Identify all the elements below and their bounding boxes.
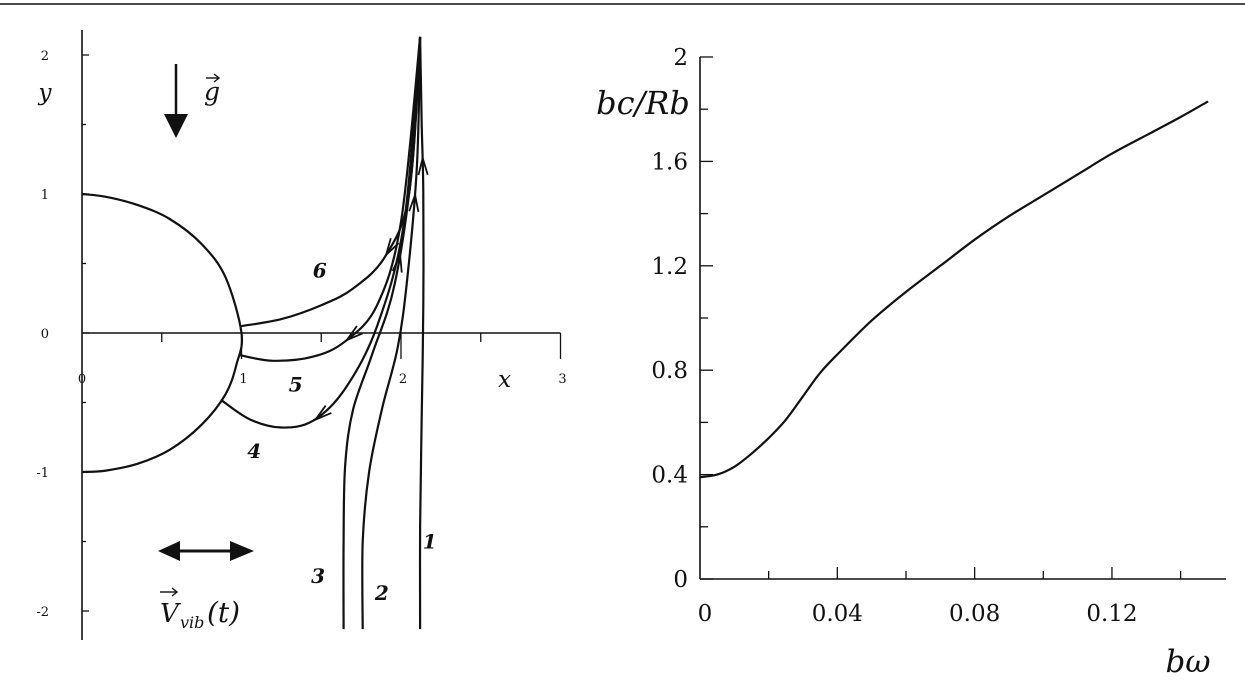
streamline-label: 5: [289, 372, 303, 396]
y-tick-label: -1: [36, 466, 49, 481]
gravity-arrow-head: [164, 114, 188, 138]
x-tick-label: 3: [558, 372, 566, 387]
y-tick-label: 0.8: [651, 358, 688, 384]
x-axis-name: x: [498, 367, 511, 393]
y-axis-name: y: [38, 80, 53, 106]
y-tick-label: 0: [673, 567, 688, 593]
streamline-2: [361, 36, 422, 630]
streamline-arrow: [344, 325, 364, 343]
streamline-arrow: [417, 154, 429, 176]
y-tick-label: 1.2: [651, 254, 688, 280]
vibration-arrow-left-head: [158, 541, 180, 561]
y-tick-label: 2: [41, 49, 49, 64]
x-axis-name: bω: [1165, 644, 1210, 680]
x-tick-label: 0: [78, 372, 86, 387]
x-tick-label: 0.12: [1086, 601, 1137, 627]
y-tick-label: 0: [41, 327, 49, 342]
y-axis-name: bc/Rb: [596, 84, 690, 122]
streamline-arrow: [312, 405, 332, 422]
vibration-arrow-right-head: [230, 541, 254, 561]
x-tick-label: 0.04: [812, 601, 863, 627]
left-panel-streamlines: -2 -1 0 1 2 0 1 2 3 y x 1 2 3 4 5 6 g V vib (t): [36, 30, 567, 640]
vibration-argument: (t): [207, 596, 240, 629]
streamline-label: 4: [247, 439, 261, 463]
sphere-boundary: [81, 192, 244, 474]
x-tick-label: 0: [698, 601, 713, 627]
y-tick-label: 2: [673, 45, 688, 71]
y-tick-label: -2: [36, 605, 49, 620]
vibration-label: V: [160, 599, 181, 629]
vibration-subscript: vib: [180, 613, 204, 632]
y-tick-label: 1.6: [651, 149, 688, 175]
x-tick-label: 1: [239, 372, 247, 387]
streamline-4: [220, 36, 422, 429]
streamline-label: 1: [423, 529, 437, 553]
gravity-vector-tip: [213, 73, 221, 83]
streamline-arrow: [408, 191, 420, 213]
streamline-label: 2: [374, 581, 389, 605]
critical-distance-curve: [699, 100, 1209, 479]
streamline-1: [418, 36, 425, 630]
x-tick-label: 0.08: [949, 601, 1000, 627]
streamline-5: [239, 36, 422, 362]
right-panel-critical-distance: 0 0.4 0.8 1.2 1.6 2 0 0.04 0.08 0.12 bc/Rb bω: [596, 45, 1226, 680]
y-tick-label: 0.4: [651, 463, 688, 489]
y-tick-label: 1: [41, 188, 49, 203]
streamline-label: 6: [313, 258, 327, 282]
gravity-label: g: [204, 77, 220, 106]
x-tick-label: 2: [399, 372, 407, 387]
streamline-label: 3: [311, 564, 325, 588]
streamline-arrow: [384, 238, 400, 258]
vibration-vector-tip: [171, 587, 179, 597]
streamline-6: [241, 36, 422, 328]
